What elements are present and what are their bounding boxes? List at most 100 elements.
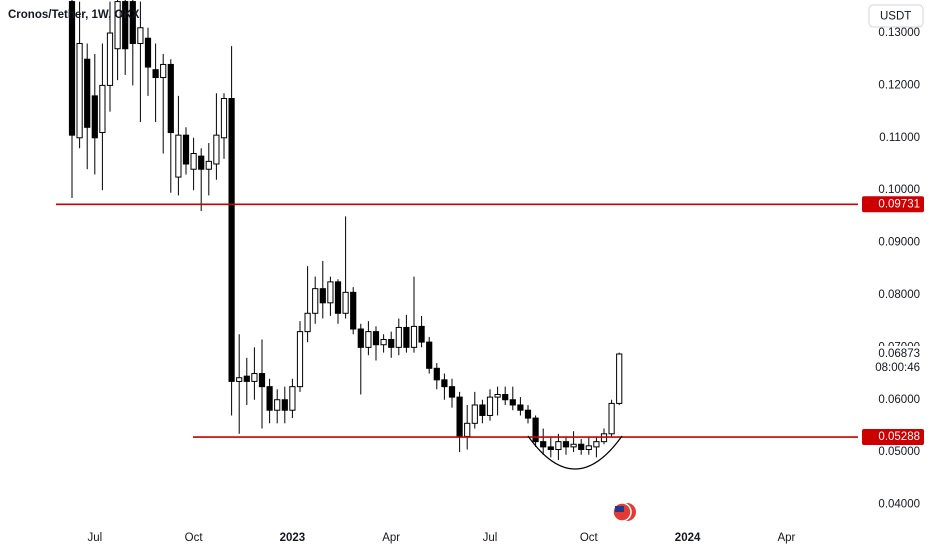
candle-body: [471, 404, 478, 424]
plot-area: [56, 0, 858, 460]
candle-body: [312, 288, 319, 314]
candle-body: [114, 1, 121, 50]
price-tag-label: 0.05288: [878, 431, 920, 443]
y-tick-label: 0.11000: [879, 132, 920, 144]
x-tick-label: Apr: [382, 532, 400, 544]
candle-body: [152, 69, 159, 79]
candle-body: [304, 312, 311, 333]
candle-body: [91, 95, 98, 139]
flag-canton: [615, 506, 624, 512]
candle-body: [236, 377, 243, 382]
candle-body: [479, 404, 486, 416]
candle-body: [190, 153, 197, 170]
candle-body: [167, 63, 174, 134]
candle-body: [448, 386, 456, 398]
price-tag-label: 0.09731: [878, 198, 920, 210]
candle-body: [228, 97, 235, 382]
candle-body: [144, 37, 152, 68]
candle-body: [372, 331, 380, 346]
candle-body: [365, 331, 372, 348]
candle-body: [175, 134, 182, 178]
candle-body: [99, 84, 106, 134]
candle-body: [296, 331, 304, 388]
x-tick-label: 2023: [280, 532, 306, 544]
y-tick-label: 0.10000: [878, 184, 920, 196]
candle-body: [616, 353, 623, 404]
candle-body: [198, 155, 205, 170]
candle-body: [243, 375, 250, 382]
candle-body: [486, 396, 494, 416]
candle-body: [122, 1, 129, 50]
price-tag: [862, 429, 924, 446]
candle-body: [266, 386, 273, 411]
x-tick-label: 2024: [675, 532, 701, 544]
y-tick-label: 0.04000: [878, 499, 920, 511]
candle-body: [456, 396, 463, 437]
y-tick-label: 0.08000: [878, 289, 920, 301]
y-tick-label: 0.06000: [878, 394, 920, 406]
candle-body: [426, 341, 433, 369]
y-tick-label: 0.05000: [878, 446, 920, 458]
price-axis: 0.040000.050000.060000.070000.080000.090…: [87, 27, 924, 544]
chart-title: Cronos/Tether, 1W, OKX: [8, 9, 140, 21]
x-tick-label: Oct: [580, 532, 599, 544]
candle-body: [289, 386, 296, 411]
candle-body: [410, 325, 418, 348]
candle-body: [334, 281, 342, 314]
candle-body: [441, 379, 448, 388]
x-tick-label: Apr: [777, 532, 795, 544]
currency-button[interactable]: [868, 4, 924, 28]
cup-annotation: [527, 435, 623, 470]
candle-body: [251, 373, 258, 382]
y-tick-label: 0.13000: [878, 27, 920, 39]
candle-body: [182, 134, 190, 165]
candle-body: [76, 42, 83, 139]
x-tick-label: Jul: [87, 532, 102, 544]
candle-body: [213, 134, 220, 165]
price-tag: [862, 196, 924, 213]
candle-body: [281, 399, 288, 411]
candle-body: [274, 399, 281, 411]
candle-body: [160, 63, 167, 79]
candle-body: [509, 399, 516, 406]
candle-body: [84, 58, 91, 128]
candle-body: [464, 422, 471, 437]
candle-body: [578, 443, 585, 451]
event-flags: [612, 502, 636, 522]
candle-body: [555, 441, 562, 451]
candle-body: [517, 404, 524, 411]
candle-body: [342, 291, 349, 314]
currency-label: USDT: [880, 11, 911, 23]
candle-body: [585, 445, 592, 451]
candle-body: [258, 373, 266, 388]
y-tick-label: 0.09000: [878, 237, 920, 249]
candle-body: [129, 1, 136, 44]
candle-body: [395, 326, 402, 348]
candle-body: [562, 441, 570, 448]
candle-body: [327, 281, 334, 304]
candle-body: [357, 328, 364, 348]
candle-body: [380, 338, 387, 346]
candle-body: [593, 441, 600, 448]
candle-body: [570, 443, 577, 448]
candle-body: [524, 409, 532, 419]
candle-body: [106, 32, 114, 86]
candle-body: [540, 441, 547, 448]
candle-body: [608, 402, 615, 435]
candle-body: [205, 160, 212, 170]
candle-body: [494, 394, 501, 398]
candle-body: [532, 417, 539, 443]
candle-body: [502, 394, 509, 401]
candle-body: [418, 325, 425, 343]
candle-body: [137, 27, 144, 44]
candle-body: [433, 367, 440, 381]
last-price-label: 0.06873: [878, 348, 920, 360]
candle-body: [403, 326, 410, 348]
last-price-box: [862, 346, 924, 377]
candle-body: [547, 446, 554, 451]
candle-body: [319, 288, 326, 304]
candle-body: [68, 1, 76, 136]
countdown-label: 08:00:46: [875, 362, 920, 374]
